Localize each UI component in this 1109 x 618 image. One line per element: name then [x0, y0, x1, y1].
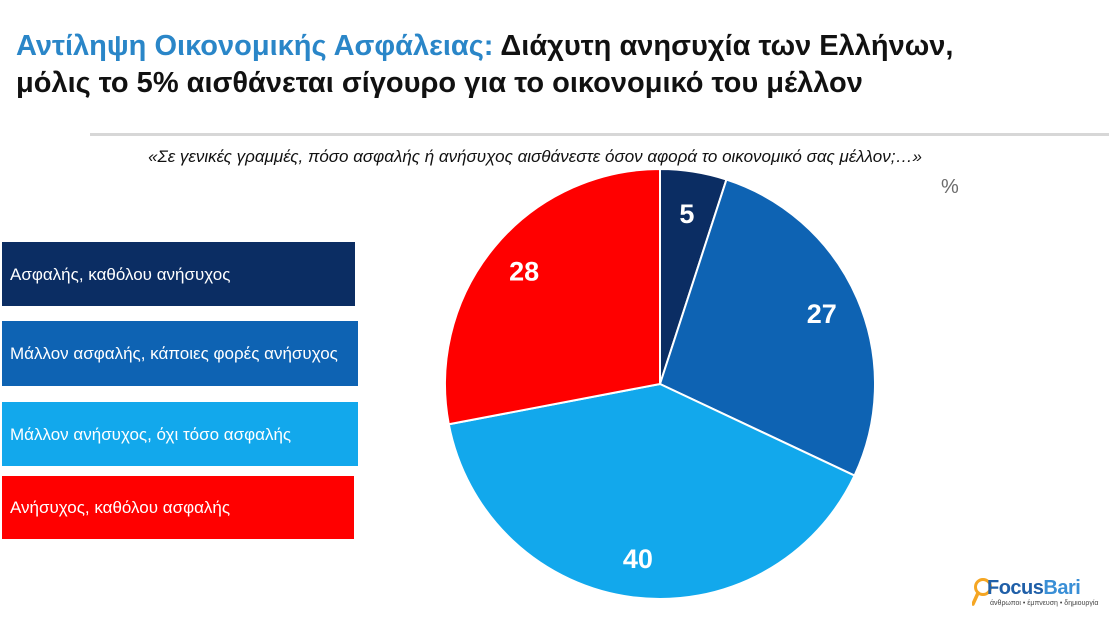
legend-item: Μάλλον ασφαλής, κάποιες φορές ανήσυχος — [2, 321, 358, 386]
slice-value-label: 40 — [623, 544, 653, 574]
slice-value-label: 5 — [679, 199, 694, 229]
focusbari-logo: FocusBari άνθρωποι • έμπνευση • δημιουργ… — [972, 574, 1102, 614]
logo-name: FocusBari — [987, 577, 1081, 599]
slice-value-label: 28 — [509, 257, 539, 287]
legend-item: Ασφαλής, καθόλου ανήσυχος — [2, 242, 355, 306]
legend-item: Μάλλον ανήσυχος, όχι τόσο ασφαλής — [2, 402, 358, 466]
pie-slice-2 — [658, 178, 876, 477]
logo-tagline: άνθρωποι • έμπνευση • δημιουργία — [990, 600, 1099, 607]
title-line2: μόλις το 5% αισθάνεται σίγουρο για το οι… — [16, 67, 863, 99]
title-rest: Διάχυτη ανησυχία των Ελλήνων, — [493, 30, 954, 62]
slice-value-label: 27 — [807, 299, 837, 329]
pie-slice-4 — [444, 167, 661, 426]
legend-item: Ανήσυχος, καθόλου ασφαλής — [2, 476, 354, 539]
survey-question: «Σε γενικές γραμμές, πόσο ασφαλής ή ανήσ… — [148, 147, 922, 166]
pie-slice-3 — [447, 382, 856, 600]
title-lead: Αντίληψη Οικονομικής Ασφάλειας: — [16, 30, 494, 62]
magnifier-icon — [972, 578, 992, 606]
unit-label: % — [941, 176, 959, 198]
title-divider — [90, 133, 1109, 136]
page-title: Αντίληψη Οικονομικής Ασφάλειας: Διάχυτη … — [16, 28, 1096, 102]
